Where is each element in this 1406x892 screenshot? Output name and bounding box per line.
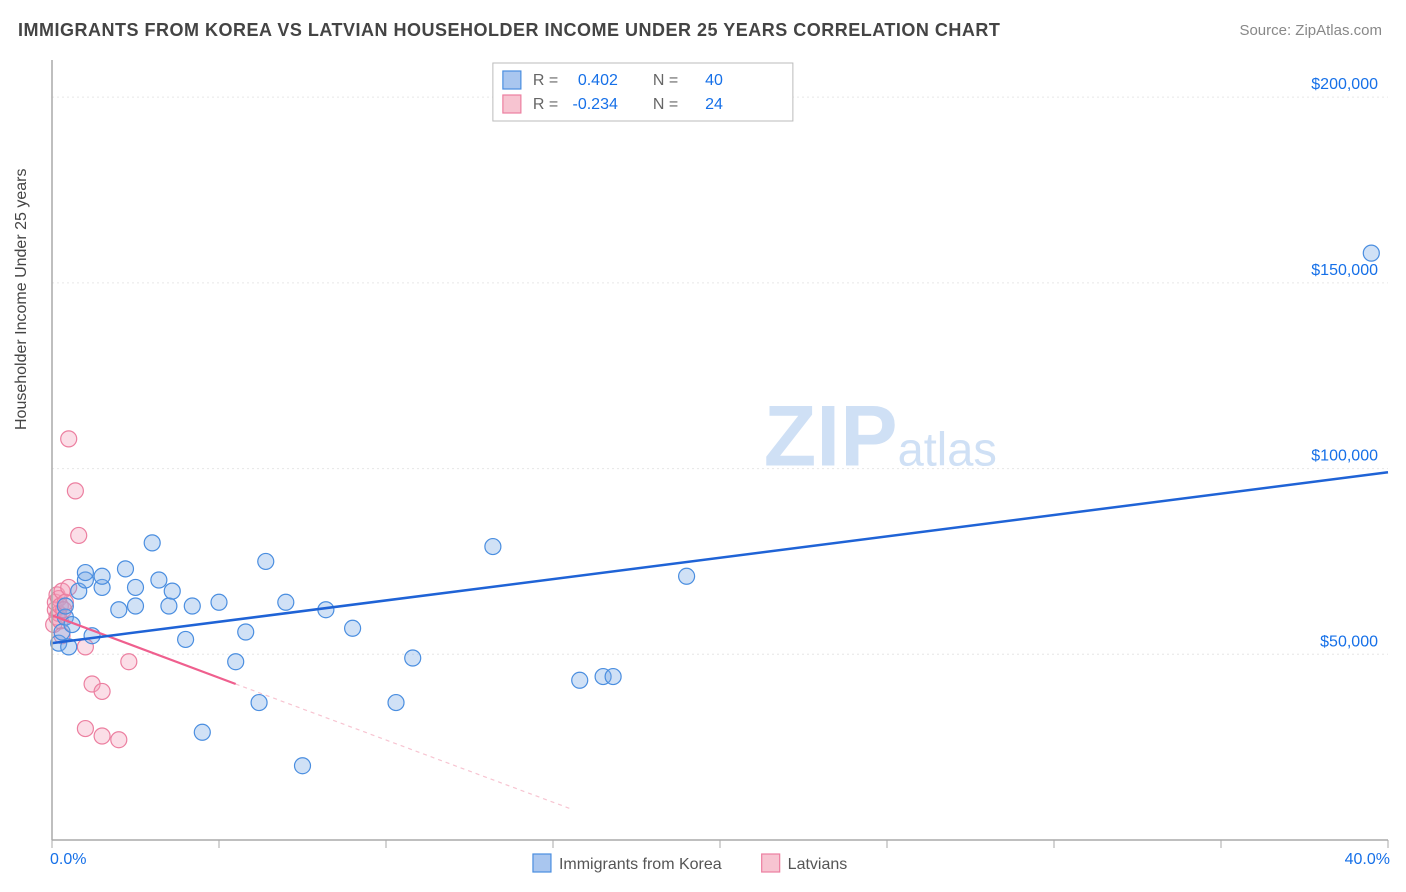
y-tick-label: $200,000 xyxy=(1311,76,1378,93)
data-point-korea xyxy=(572,672,588,688)
data-point-korea xyxy=(238,624,254,640)
watermark: ZIPatlas xyxy=(764,389,997,485)
stats-n-label: N = xyxy=(653,96,678,113)
stats-r-label: R = xyxy=(533,72,558,89)
stats-r-label: R = xyxy=(533,96,558,113)
data-point-korea xyxy=(57,598,73,614)
scatter-chart: $50,000 $100,000 $150,000 $200,000 ZIPatlas 0… xyxy=(0,0,1406,892)
data-point-korea xyxy=(295,758,311,774)
data-point-korea xyxy=(278,594,294,610)
data-point-latvians xyxy=(71,527,87,543)
data-point-korea xyxy=(1363,245,1379,261)
data-point-korea xyxy=(485,539,501,555)
data-point-korea xyxy=(111,602,127,618)
data-point-korea xyxy=(94,568,110,584)
data-point-korea xyxy=(184,598,200,614)
trend-line xyxy=(52,472,1388,643)
data-point-korea xyxy=(164,583,180,599)
legend-swatch xyxy=(762,854,780,872)
y-tick-label: $150,000 xyxy=(1311,262,1378,279)
legend-label: Immigrants from Korea xyxy=(559,856,722,873)
data-point-latvians xyxy=(111,732,127,748)
data-point-korea xyxy=(345,620,361,636)
data-point-korea xyxy=(228,654,244,670)
stats-n-label: N = xyxy=(653,72,678,89)
legend-label: Latvians xyxy=(788,856,848,873)
data-point-korea xyxy=(144,535,160,551)
data-point-latvians xyxy=(67,483,83,499)
data-point-korea xyxy=(178,631,194,647)
y-tick-label: $50,000 xyxy=(1320,633,1378,650)
data-point-korea xyxy=(405,650,421,666)
data-point-latvians xyxy=(77,721,93,737)
stats-n-value: 40 xyxy=(705,72,723,89)
data-point-korea xyxy=(251,695,267,711)
stats-swatch xyxy=(503,71,521,89)
data-point-korea xyxy=(194,724,210,740)
data-point-latvians xyxy=(61,431,77,447)
data-point-korea xyxy=(161,598,177,614)
stats-r-value: 0.402 xyxy=(578,72,618,89)
data-point-korea xyxy=(128,579,144,595)
data-point-korea xyxy=(388,695,404,711)
data-point-korea xyxy=(151,572,167,588)
stats-swatch xyxy=(503,95,521,113)
y-tick-label: $100,000 xyxy=(1311,448,1378,465)
data-point-korea xyxy=(117,561,133,577)
data-point-korea xyxy=(605,669,621,685)
data-point-korea xyxy=(679,568,695,584)
data-point-latvians xyxy=(94,683,110,699)
x-min-label: 0.0% xyxy=(50,851,86,868)
stats-n-value: 24 xyxy=(705,96,723,113)
legend-swatch xyxy=(533,854,551,872)
data-point-korea xyxy=(258,553,274,569)
data-point-korea xyxy=(77,565,93,581)
data-point-korea xyxy=(128,598,144,614)
data-point-latvians xyxy=(121,654,137,670)
data-point-korea xyxy=(211,594,227,610)
data-point-latvians xyxy=(94,728,110,744)
stats-r-value: -0.234 xyxy=(573,96,618,113)
x-max-label: 40.0% xyxy=(1345,851,1390,868)
